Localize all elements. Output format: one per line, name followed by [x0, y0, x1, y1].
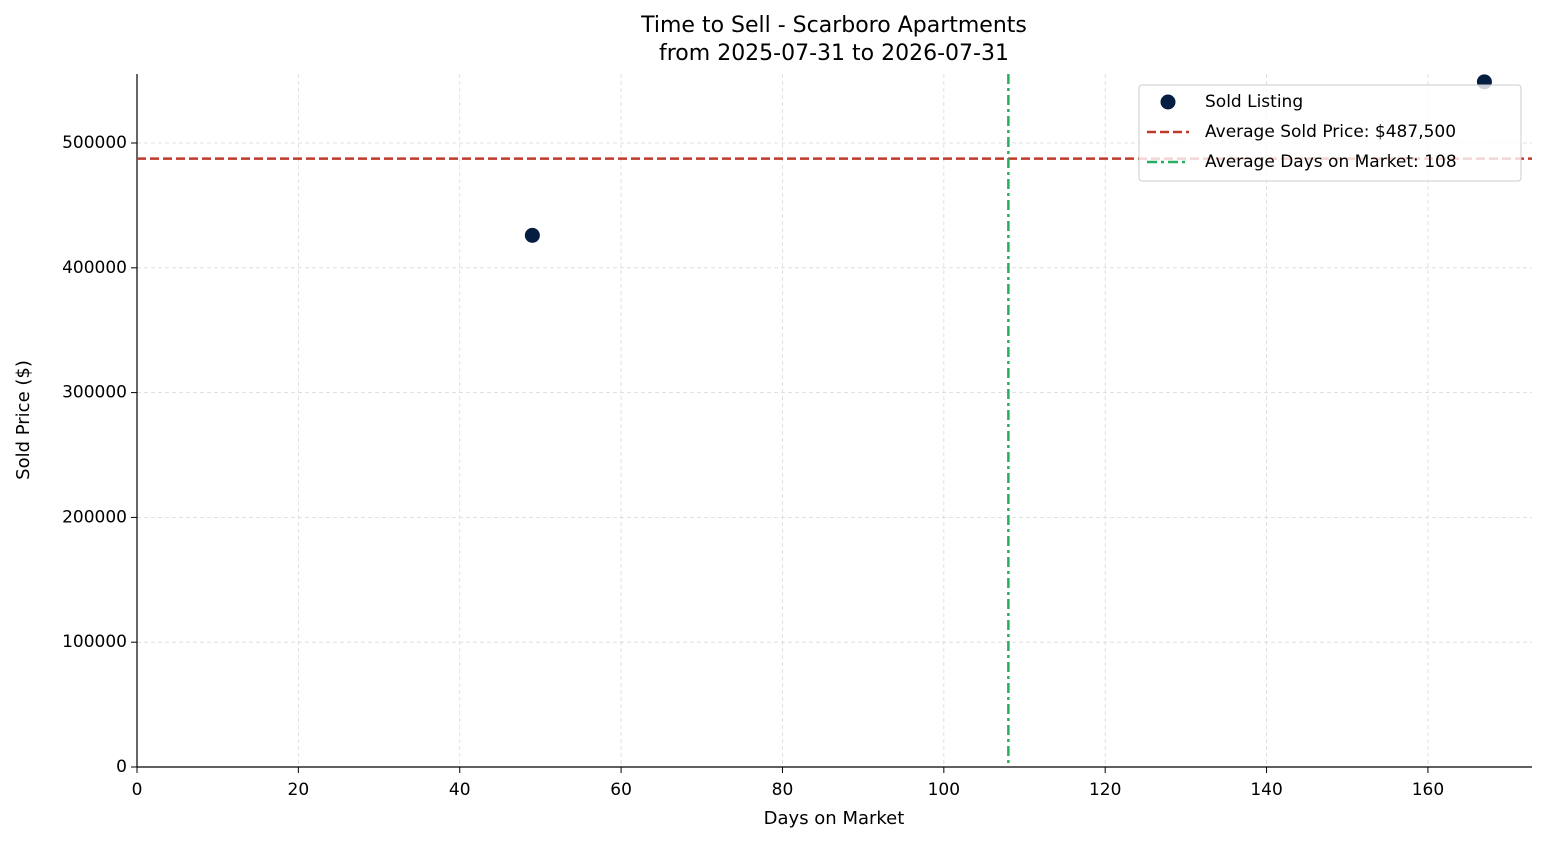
x-tick-label: 160	[1412, 780, 1444, 800]
x-tick-label: 140	[1250, 780, 1282, 800]
x-tick-label: 20	[288, 780, 310, 800]
legend-marker	[1160, 94, 1176, 110]
x-tick-label: 40	[449, 780, 471, 800]
legend-label: Average Days on Market: 108	[1205, 152, 1457, 172]
chart-title: Time to Sell - Scarboro Apartments	[640, 13, 1027, 38]
x-tick-label: 100	[928, 780, 960, 800]
y-tick-label: 400000	[62, 258, 127, 278]
point	[524, 227, 540, 243]
legend-label: Average Sold Price: $487,500	[1205, 122, 1456, 142]
y-tick-label: 200000	[62, 507, 127, 527]
x-tick-label: 0	[132, 780, 143, 800]
chart-subtitle: from 2025-07-31 to 2026-07-31	[659, 41, 1009, 66]
y-tick-label: 100000	[62, 632, 127, 652]
legend-box	[1138, 84, 1522, 182]
x-tick-label: 120	[1089, 780, 1121, 800]
x-axis-label: Days on Market	[764, 808, 905, 829]
legend-label: Sold Listing	[1205, 92, 1303, 112]
x-tick-label: 80	[772, 780, 794, 800]
y-tick-label: 300000	[62, 383, 127, 403]
y-tick-label: 0	[116, 757, 127, 777]
y-axis-label: Sold Price ($)	[13, 360, 34, 480]
y-tick-label: 500000	[62, 133, 127, 153]
x-tick-label: 60	[610, 780, 632, 800]
